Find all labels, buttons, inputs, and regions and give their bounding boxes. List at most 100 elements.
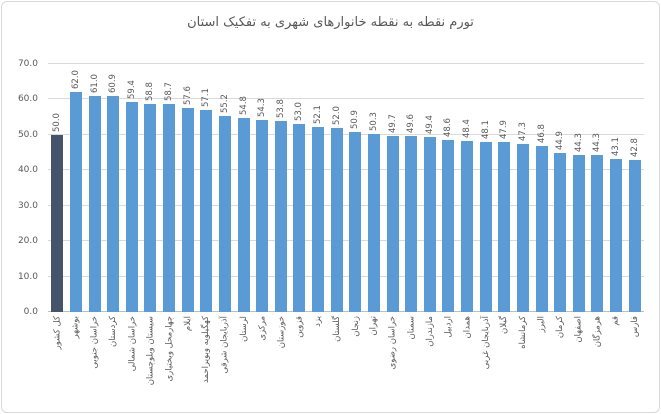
gridline	[48, 98, 644, 100]
y-axis-tick-label: 40.0	[17, 165, 38, 176]
y-axis-tick-label: 60.0	[17, 94, 38, 105]
gridline	[48, 240, 644, 242]
x-axis-label: کردستان	[108, 316, 119, 348]
x-axis-label: آذربایجان شرقی	[219, 316, 230, 374]
bar	[628, 160, 641, 312]
bar	[330, 127, 343, 312]
gridline	[48, 275, 644, 277]
bar	[610, 159, 623, 312]
bar-value-label: 59.4	[126, 79, 137, 99]
bar	[88, 95, 101, 312]
y-axis-tick-label: 20.0	[17, 236, 38, 247]
x-axis-label: البرز	[536, 316, 547, 333]
x-axis-line	[48, 311, 644, 312]
bar	[367, 133, 380, 312]
plot-area: 50.0 62.0 61.0 60.9 59.4 58.8 58.7 57.6 57.1 55.2…	[48, 63, 644, 312]
bar-value-label: 58.7	[164, 82, 175, 102]
x-axis-label: کهگیلویه وبویراحمد	[201, 316, 212, 383]
x-axis-label: مازندران	[424, 316, 435, 347]
bar-value-label: 55.2	[219, 94, 230, 114]
bar-value-label: 50.0	[52, 112, 63, 132]
bar-value-label: 50.3	[368, 111, 379, 131]
x-axis-label: زنجان	[350, 316, 361, 337]
x-axis-label: لرستان	[238, 316, 249, 342]
bar	[461, 140, 474, 312]
bar	[144, 103, 157, 312]
bar	[218, 116, 231, 312]
bar-value-label: 58.8	[145, 81, 156, 101]
bar-value-label: 49.7	[387, 113, 398, 133]
bar	[200, 109, 213, 312]
x-axis-label: هرمزگان	[592, 316, 603, 348]
y-axis-tick-label: 30.0	[17, 200, 38, 211]
bar-value-label: 44.3	[573, 133, 584, 153]
bar	[554, 152, 567, 312]
x-axis-label: آذربایجان غربی	[480, 316, 491, 370]
gridline	[48, 169, 644, 171]
bar	[442, 139, 455, 312]
bar	[293, 124, 306, 312]
bar-value-label: 46.8	[536, 124, 547, 144]
bar-value-label: 48.1	[480, 119, 491, 139]
x-axis-label: یزد	[313, 316, 324, 327]
x-axis-label: قزوین	[294, 316, 305, 338]
gridline	[48, 63, 644, 64]
x-axis-label: خراسان جنوبی	[89, 316, 100, 369]
x-axis-label: چهارمحل وبختیاری	[164, 316, 175, 382]
x-axis-label: گیلان	[499, 316, 510, 334]
bar	[535, 146, 548, 312]
bar-value-label: 61.0	[89, 73, 100, 93]
x-axis-label: قم	[611, 316, 622, 326]
bar	[237, 117, 250, 312]
bar	[572, 155, 585, 312]
x-axis-label: خراسان رضوی	[387, 316, 398, 370]
bar-value-label: 47.3	[517, 122, 528, 142]
bar	[51, 134, 64, 312]
bar	[591, 155, 604, 312]
bar-value-label: 47.9	[499, 120, 510, 140]
x-axis: کل کشور بوشهر خراسان جنوبی کردستان خراسان شم…	[48, 314, 644, 410]
bar-value-label: 57.1	[201, 87, 212, 107]
x-axis-label: کرمانشاه	[517, 316, 528, 349]
gridline	[48, 133, 644, 135]
bar-value-label: 62.0	[70, 70, 81, 90]
bar-value-label: 49.4	[424, 115, 435, 134]
y-axis-tick-label: 50.0	[17, 129, 38, 140]
bar-value-label: 60.9	[108, 74, 119, 94]
bar	[181, 107, 194, 312]
bar	[405, 136, 418, 312]
bar-value-label: 54.8	[238, 95, 249, 115]
y-axis: 0.0 10.0 20.0 30.0 40.0 50.0 60.0 70.0	[2, 59, 42, 317]
bar	[256, 119, 269, 312]
bar-value-label: 48.6	[443, 117, 454, 137]
bar	[479, 141, 492, 312]
bar-value-label: 50.9	[350, 109, 361, 129]
bar-value-label: 52.0	[331, 105, 342, 125]
bar-value-label: 49.6	[406, 114, 417, 134]
x-axis-label: خراسان شمالی	[126, 316, 137, 372]
chart-title: تورم نقطه به نقطه خانوارهای شهری به تفکی…	[187, 15, 474, 30]
bar-value-label: 54.3	[257, 97, 268, 117]
x-axis-label: اصفهان	[573, 316, 584, 343]
bar-value-label: 57.6	[182, 86, 193, 105]
x-axis-label: کرمان	[555, 316, 566, 339]
bar-value-label: 44.9	[555, 131, 566, 150]
x-axis-label: گلستان	[331, 316, 342, 342]
gridline	[48, 204, 644, 206]
y-axis-tick-label: 70.0	[17, 59, 38, 69]
bar	[498, 142, 511, 312]
x-axis-label: کل کشور	[52, 316, 63, 350]
bar	[423, 136, 436, 312]
bar	[163, 104, 176, 312]
y-axis-tick-label: 0.0	[23, 307, 38, 317]
x-axis-label: همدان	[462, 316, 473, 339]
bar	[125, 101, 138, 312]
bar	[274, 121, 287, 312]
bar	[107, 96, 120, 312]
x-axis-label: تهران	[368, 316, 379, 336]
bar	[386, 135, 399, 312]
bar-value-label: 42.8	[629, 138, 640, 158]
y-axis-tick-label: 10.0	[17, 271, 38, 282]
x-axis-label: ایلام	[182, 316, 193, 332]
